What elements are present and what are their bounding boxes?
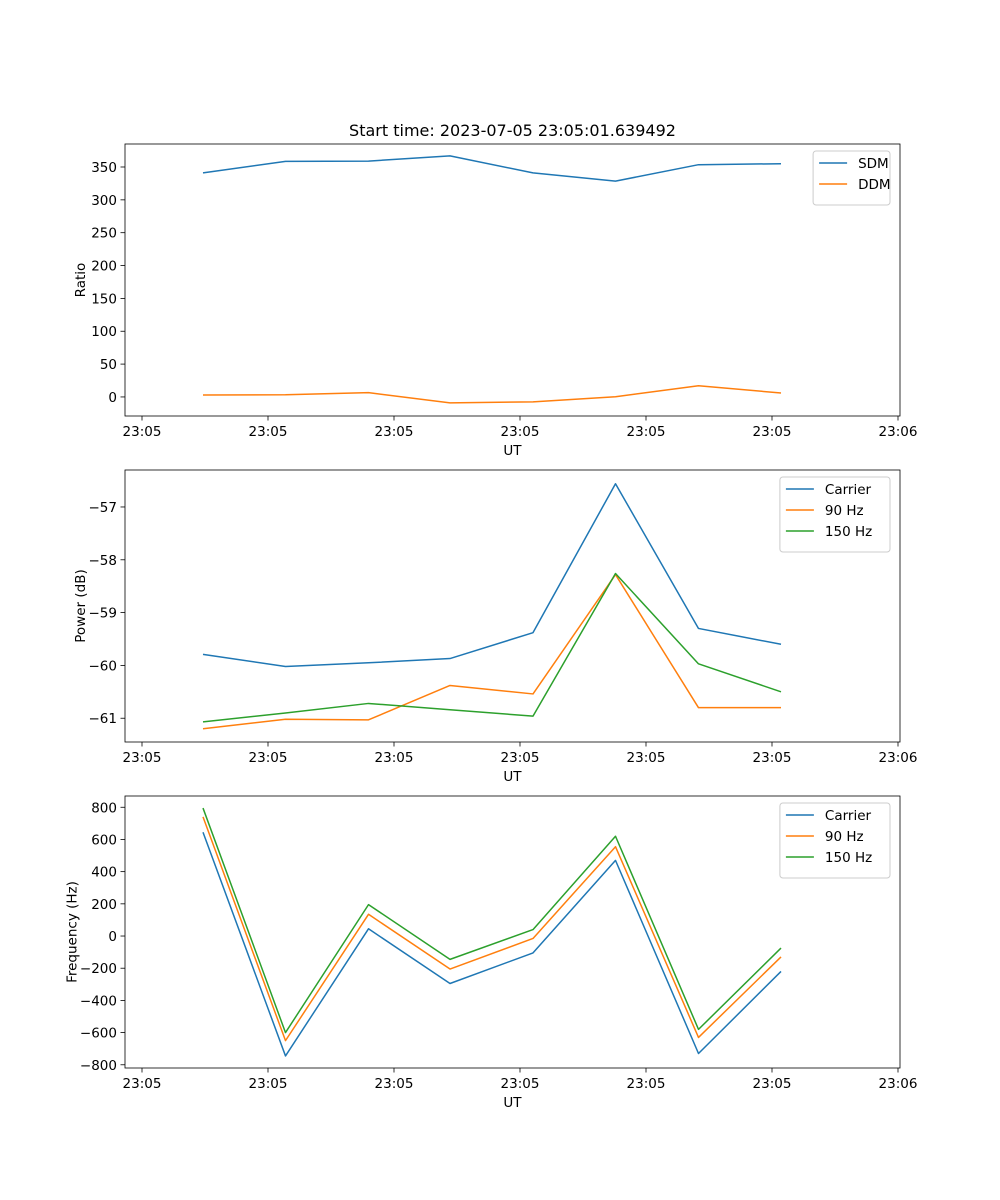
x-tick-label: 23:05 <box>753 750 792 766</box>
x-axis-label: UT <box>503 1095 522 1111</box>
x-tick-label: 23:06 <box>879 750 918 766</box>
x-tick-label: 23:05 <box>501 750 540 766</box>
legend-box <box>779 476 891 553</box>
axes-frame <box>124 795 901 1069</box>
x-tick-label: 23:05 <box>627 1076 666 1092</box>
x-tick-label: 23:05 <box>501 1076 540 1092</box>
y-tick-label: 300 <box>91 193 117 209</box>
y-tick-label: 250 <box>91 226 117 242</box>
y-axis-label: Power (dB) <box>73 569 89 642</box>
x-tick-label: 23:05 <box>249 424 288 440</box>
y-tick-label: 600 <box>91 832 117 848</box>
x-tick-label: 23:06 <box>879 424 918 440</box>
y-tick-label: −61 <box>89 711 118 727</box>
y-tick-label: 350 <box>91 160 117 176</box>
legend-label: Carrier <box>825 808 872 824</box>
legend-box <box>812 150 891 206</box>
x-axis-label: UT <box>503 443 522 459</box>
legend-box <box>779 802 891 879</box>
series-line-sdm <box>202 155 782 182</box>
y-axis-label: Ratio <box>73 263 89 298</box>
legend-label: 90 Hz <box>825 503 864 519</box>
y-tick-label: 100 <box>91 324 117 340</box>
x-axis-label: UT <box>503 769 522 785</box>
legend: Carrier 90 Hz 150 Hz <box>779 802 891 879</box>
y-tick-label: −59 <box>89 606 118 622</box>
series-line-carrier <box>202 482 782 668</box>
legend: SDM DDM <box>812 150 891 206</box>
legend: Carrier 90 Hz 150 Hz <box>779 476 891 553</box>
series-line-90-hz <box>202 816 782 1042</box>
y-tick-label: 150 <box>91 291 117 307</box>
y-tick-label: −400 <box>80 993 117 1009</box>
x-tick-label: 23:05 <box>123 1076 162 1092</box>
legend-label: 90 Hz <box>825 829 864 845</box>
series-line-150-hz <box>202 807 782 1034</box>
legend-label: Carrier <box>825 482 872 498</box>
x-tick-label: 23:05 <box>249 1076 288 1092</box>
axes-frame <box>124 143 901 417</box>
series-line-carrier <box>202 831 782 1057</box>
y-tick-label: −57 <box>89 500 118 516</box>
legend-label: SDM <box>858 156 889 172</box>
y-tick-label: 800 <box>91 800 117 816</box>
y-tick-label: −600 <box>80 1026 117 1042</box>
x-tick-label: 23:05 <box>501 424 540 440</box>
y-tick-label: 50 <box>100 357 117 373</box>
series-line-150-hz <box>202 572 782 723</box>
y-tick-label: −60 <box>89 658 118 674</box>
y-axis-label: Frequency (Hz) <box>65 881 81 983</box>
x-tick-label: 23:05 <box>375 1076 414 1092</box>
chart-title: Start time: 2023-07-05 23:05:01.639492 <box>349 121 676 140</box>
legend-label: 150 Hz <box>825 524 872 540</box>
y-tick-label: −58 <box>89 553 118 569</box>
chart-panel-2: 23:05 23:05 23:05 23:05 23:05 23:05 23:06 −57 −5… <box>73 469 918 785</box>
y-tick-label: 200 <box>91 259 117 275</box>
x-tick-label: 23:05 <box>753 424 792 440</box>
y-tick-label: −200 <box>80 961 117 977</box>
y-tick-label: 400 <box>91 865 117 881</box>
chart-panel-1: 23:05 23:05 23:05 23:05 23:05 23:05 23:06 0 50 10… <box>73 143 918 459</box>
y-tick-label: 0 <box>108 929 117 945</box>
x-tick-label: 23:05 <box>249 750 288 766</box>
legend-label: 150 Hz <box>825 850 872 866</box>
chart-panel-3: 23:05 23:05 23:05 23:05 23:05 23:05 23:06 −800 −… <box>65 795 918 1111</box>
x-tick-label: 23:05 <box>627 750 666 766</box>
series-line-ddm <box>202 385 782 404</box>
y-tick-label: −800 <box>80 1058 117 1074</box>
x-tick-label: 23:05 <box>123 750 162 766</box>
y-tick-label: 0 <box>108 390 117 406</box>
y-tick-label: 200 <box>91 897 117 913</box>
x-tick-label: 23:05 <box>123 424 162 440</box>
x-tick-label: 23:05 <box>753 1076 792 1092</box>
axes-frame <box>124 469 901 743</box>
series-line-90-hz <box>202 573 781 730</box>
x-tick-label: 23:05 <box>375 424 414 440</box>
x-tick-label: 23:05 <box>375 750 414 766</box>
x-tick-label: 23:05 <box>627 424 666 440</box>
legend-label: DDM <box>858 177 890 193</box>
x-tick-label: 23:06 <box>879 1076 918 1092</box>
